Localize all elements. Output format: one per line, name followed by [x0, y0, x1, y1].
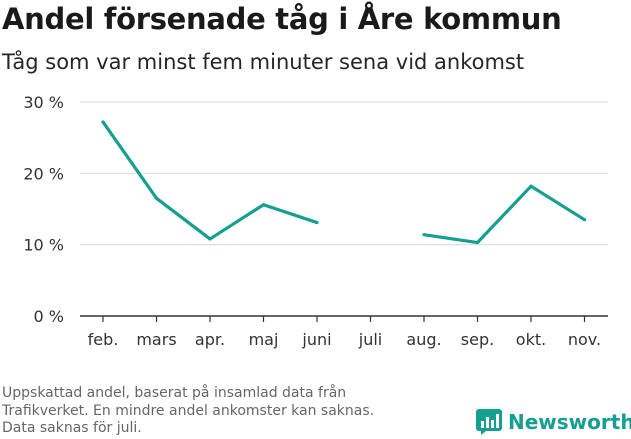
x-tick-label: juni	[301, 330, 331, 349]
x-tick-label: apr.	[195, 330, 225, 349]
data-point	[422, 233, 426, 237]
data-point	[475, 240, 480, 245]
data-point	[529, 184, 533, 188]
brand-logo: Newsworthy	[476, 409, 631, 435]
y-tick-label: 10 %	[23, 236, 64, 255]
footnote-line: Data saknas för juli.	[2, 420, 142, 436]
x-tick-label: okt.	[516, 330, 546, 349]
x-tick-label: nov.	[568, 330, 601, 349]
y-tick-label: 30 %	[23, 93, 64, 112]
footnote-line: Trafikverket. En mindre andel ankomster …	[2, 402, 375, 419]
footnote-line: Uppskattad andel, baserat på insamlad da…	[2, 385, 347, 401]
data-point	[315, 220, 319, 225]
series-line-segment	[101, 121, 318, 241]
series-line-segment	[423, 184, 586, 245]
data-point	[208, 237, 212, 241]
data-point	[582, 218, 587, 222]
x-tick-label: maj	[249, 330, 279, 349]
y-tick-label: 20 %	[23, 164, 64, 183]
chart-subtitle: Tåg som var minst fem minuter sena vid a…	[2, 50, 525, 74]
x-tick-label: juli	[358, 330, 382, 349]
line-chart: 0 % 10 % 20 % 30 % feb. mars apr. maj juni juli a…	[23, 93, 608, 349]
data-point	[101, 120, 105, 124]
y-tick-label: 0 %	[34, 307, 64, 326]
x-tick-label: sep.	[461, 330, 494, 349]
data-point	[261, 203, 266, 207]
newsworthy-logo-icon	[476, 409, 502, 435]
footnote: Uppskattad andel, baserat på insamlad da…	[2, 385, 442, 438]
x-tick-label: aug.	[406, 330, 441, 349]
data-point	[154, 196, 159, 200]
brand-name: Newsworthy	[508, 410, 631, 434]
x-tick-label: mars	[136, 330, 176, 349]
x-tick-label: feb.	[88, 330, 119, 349]
chart-title: Andel försenade tåg i Åre kommun	[2, 2, 562, 36]
